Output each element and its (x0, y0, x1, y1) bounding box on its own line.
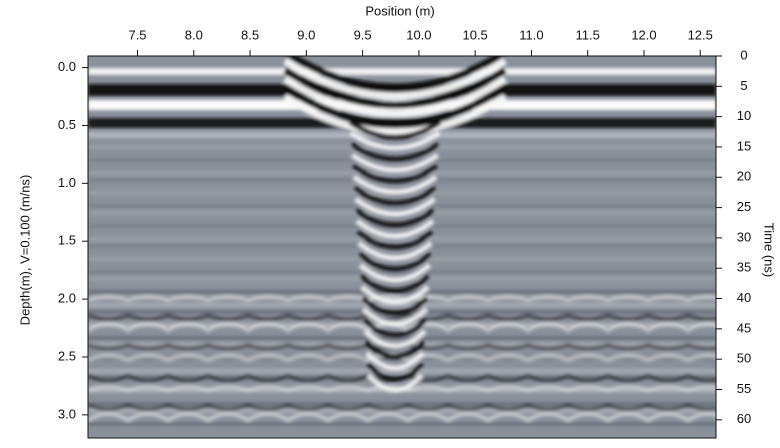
x-tick-label: 11.5 (576, 27, 600, 42)
diffraction (359, 274, 431, 294)
diffraction (350, 141, 440, 162)
y2-tick-label: 5 (740, 78, 747, 93)
diffraction (356, 230, 434, 250)
diffraction (365, 362, 425, 382)
wavy-layer (88, 353, 716, 363)
x-tick-label: 9.5 (354, 27, 372, 42)
diffraction (364, 340, 426, 360)
wavy-layer (88, 312, 716, 322)
y-tick-label: 0.0 (58, 59, 76, 74)
diffraction (358, 263, 432, 283)
x-tick-label: 11.0 (519, 27, 543, 42)
hyperbola (284, 56, 506, 91)
wavy-layer (88, 412, 716, 423)
reflection-bands (88, 56, 716, 426)
y-tick-label: 2.5 (58, 348, 76, 363)
reflection-band (88, 303, 716, 307)
reflection-band (88, 68, 716, 75)
reflection-band (88, 336, 716, 340)
wavy-layer (88, 385, 716, 393)
x-tick-label: 8.5 (241, 27, 259, 42)
wavy-layer (88, 402, 716, 412)
y2-tick-label: 30 (737, 229, 751, 244)
diffraction (360, 285, 430, 305)
y2-tick-label: 25 (737, 199, 751, 214)
diffraction (366, 373, 424, 393)
x-tick-label: 9.0 (297, 27, 315, 42)
reflection-band (88, 237, 716, 241)
diffraction (361, 307, 429, 327)
diffraction (357, 241, 433, 261)
y2-tick-label: 55 (737, 381, 751, 396)
x-axis-title: Position (m) (365, 3, 434, 18)
reflection-band (88, 270, 716, 274)
diffraction (350, 152, 440, 173)
y-tick-label: 0.5 (58, 117, 76, 132)
y-tick-label: 2.0 (58, 291, 76, 306)
x-tick-label: 12.0 (631, 27, 656, 42)
hyperbola (283, 58, 507, 100)
hyperbola (283, 85, 507, 127)
y2-tick-label: 60 (737, 411, 751, 426)
diffraction (363, 329, 427, 349)
reflection-band (88, 402, 716, 406)
y2-tick-label: 0 (740, 47, 747, 62)
radargram-image (88, 56, 716, 438)
diffraction (357, 252, 433, 272)
reflection-band (88, 204, 716, 208)
diffraction (354, 208, 436, 228)
y-tick-label: 1.0 (58, 175, 76, 190)
diffraction (349, 130, 441, 151)
diffraction (351, 163, 439, 184)
diffraction (361, 296, 429, 316)
x-tick-label: 12.5 (688, 27, 713, 42)
hyperbola (283, 76, 507, 118)
diffraction (362, 318, 428, 338)
y-tick-label: 1.5 (58, 233, 76, 248)
y2-tick-label: 15 (737, 138, 751, 153)
y2-tick-label: 40 (737, 290, 751, 305)
y2-tick-label: 20 (737, 169, 751, 184)
y2-tick-label: 35 (737, 260, 751, 275)
y2-tick-label: 10 (737, 108, 751, 123)
y-axis-title: Depth(m), V=0.100 (m/ns) (17, 175, 32, 326)
x-tick-label: 10.5 (462, 27, 487, 42)
y2-tick-label: 50 (737, 351, 751, 366)
reflection-band (88, 422, 716, 426)
diffraction (352, 174, 438, 195)
reflection-band (88, 409, 716, 413)
y2-tick-label: 45 (737, 320, 751, 335)
reflection-band (88, 171, 716, 175)
plot-frame (87, 55, 717, 439)
diffraction (355, 219, 435, 239)
reflection-band (88, 369, 716, 373)
diffraction (354, 196, 436, 217)
y2-axis-title: Time (ns) (762, 223, 777, 277)
x-tick-label: 8.0 (185, 27, 203, 42)
y-tick-label: 3.0 (58, 406, 76, 421)
x-tick-label: 7.5 (128, 27, 146, 42)
x-tick-label: 10.0 (406, 27, 431, 42)
diffraction (364, 351, 426, 371)
hyperbola (283, 67, 507, 109)
diffraction (353, 185, 437, 206)
hyperbola (283, 94, 507, 136)
diffraction (348, 119, 442, 140)
